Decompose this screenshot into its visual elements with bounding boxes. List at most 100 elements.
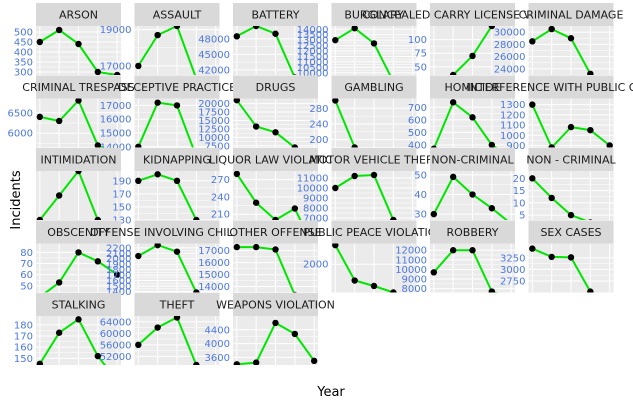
facet-label: INTERFERENCE WITH PUBLIC OFFICER bbox=[466, 81, 633, 94]
y-tick-label: 75 bbox=[414, 49, 427, 60]
data-point-2013 bbox=[449, 99, 457, 106]
series-line bbox=[334, 100, 356, 148]
facet-strip bbox=[430, 3, 515, 26]
y-tick-label: 56000 bbox=[100, 340, 132, 351]
data-point-2015 bbox=[94, 142, 102, 148]
y-tick-label: 1600 bbox=[106, 276, 131, 287]
data-point-2014 bbox=[469, 247, 476, 254]
data-point-2012 bbox=[135, 62, 142, 70]
data-point-2014 bbox=[469, 191, 476, 198]
data-point-2015 bbox=[390, 289, 397, 293]
facet-kidnapping: KIDNAPPING 130 150 170 190 bbox=[112, 148, 220, 227]
data-point-2013 bbox=[548, 144, 555, 148]
data-point-2014 bbox=[173, 316, 181, 321]
data-point-2014 bbox=[75, 249, 82, 256]
y-tick-label: 26000 bbox=[494, 52, 526, 63]
y-tick-label: 40 bbox=[414, 190, 427, 201]
facet-criminal-trespass: CRIMINAL TRESPASS 6000 6500 bbox=[8, 75, 135, 148]
y-tick-label: 2000 bbox=[303, 260, 328, 271]
y-tick-label: 10000 bbox=[198, 133, 230, 144]
y-tick-label: 80 bbox=[20, 248, 33, 259]
data-point-2014 bbox=[272, 319, 279, 327]
facet-strip bbox=[331, 148, 417, 171]
data-point-2012 bbox=[529, 38, 536, 45]
y-tick-label: 14000 bbox=[198, 282, 230, 293]
facet-strip bbox=[134, 220, 220, 244]
y-tick-label: 4000 bbox=[205, 339, 230, 350]
y-tick-label: 150 bbox=[112, 202, 131, 213]
facet-strip bbox=[430, 148, 515, 171]
data-point-2015 bbox=[292, 74, 297, 75]
data-point-2014 bbox=[173, 102, 181, 109]
facet-label: INTIMIDATION bbox=[41, 154, 117, 167]
y-tick-label: 15 bbox=[513, 186, 526, 197]
facet-strip bbox=[36, 3, 121, 26]
y-tick-label: 12000 bbox=[297, 47, 329, 58]
data-point-2015 bbox=[94, 258, 102, 265]
facet-strip bbox=[233, 75, 318, 99]
facet-label: BATTERY bbox=[251, 9, 299, 22]
data-point-2014 bbox=[173, 248, 181, 255]
facet-strip bbox=[331, 220, 417, 244]
y-tick-label: 24000 bbox=[494, 64, 526, 75]
data-point-2012 bbox=[332, 184, 339, 192]
y-tick-label: 500 bbox=[408, 128, 427, 139]
facet-strip bbox=[233, 293, 318, 316]
data-point-2015 bbox=[291, 205, 299, 212]
y-tick-label: 20000 bbox=[198, 99, 230, 110]
y-tick-label: 45000 bbox=[198, 50, 230, 61]
y-tick-label: 300 bbox=[14, 68, 33, 79]
y-tick-label: 50 bbox=[414, 62, 427, 73]
y-tick-label: 3600 bbox=[205, 353, 230, 364]
facet-strip bbox=[528, 148, 614, 171]
data-point-2012 bbox=[135, 341, 142, 349]
facet-label: GAMBLING bbox=[344, 81, 403, 94]
data-point-2013 bbox=[55, 279, 63, 286]
data-point-2013 bbox=[548, 253, 555, 261]
y-tick-label: 6500 bbox=[8, 108, 33, 119]
facet-strip bbox=[36, 220, 121, 244]
data-point-2013 bbox=[55, 26, 63, 34]
data-point-2013 bbox=[252, 359, 260, 365]
data-point-2016 bbox=[606, 142, 613, 148]
y-tick-label: 15000 bbox=[198, 116, 230, 127]
data-point-2015 bbox=[94, 68, 102, 75]
data-point-2016 bbox=[508, 295, 514, 301]
y-tick-label: 12500 bbox=[198, 124, 230, 135]
data-point-2013 bbox=[252, 26, 260, 30]
data-point-2014 bbox=[469, 52, 476, 60]
data-point-2014 bbox=[75, 171, 82, 175]
data-point-2013 bbox=[252, 123, 260, 130]
y-tick-label: 3000 bbox=[500, 265, 525, 276]
data-point-2013 bbox=[154, 171, 161, 178]
data-point-2014 bbox=[567, 123, 575, 131]
y-tick-label: 10500 bbox=[297, 63, 329, 74]
facet-gambling: GAMBLING 200 240 280 bbox=[309, 75, 417, 148]
facet-label: NON - CRIMINAL bbox=[526, 154, 616, 167]
data-point-2014 bbox=[567, 35, 575, 42]
data-point-2014 bbox=[370, 282, 378, 290]
data-point-2016 bbox=[606, 299, 612, 305]
data-point-2012 bbox=[430, 269, 438, 276]
data-point-2012 bbox=[529, 101, 536, 108]
data-point-2015 bbox=[94, 216, 102, 220]
data-point-2012 bbox=[36, 38, 44, 46]
facet-burglary: BURGLARY 10000105001100011500120001250013… bbox=[297, 3, 417, 79]
data-point-2013 bbox=[55, 329, 63, 336]
data-point-2014 bbox=[75, 40, 82, 48]
x-axis-title: Year bbox=[316, 385, 345, 400]
facet-label: DECEPTIVE PRACTICE bbox=[118, 81, 236, 94]
data-point-2014 bbox=[272, 246, 279, 253]
y-tick-label: 4400 bbox=[205, 325, 230, 336]
data-point-2014 bbox=[370, 171, 378, 179]
data-point-2013 bbox=[449, 71, 457, 75]
y-tick-label: 1000 bbox=[500, 131, 525, 142]
facet-motor-vehicle-theft: MOTOR VEHICLE THEFT 700080009000100001100… bbox=[297, 148, 439, 225]
y-tick-label: 400 bbox=[14, 48, 33, 59]
series-line bbox=[137, 26, 197, 75]
facet-strip bbox=[134, 75, 220, 99]
y-tick-label: 60000 bbox=[100, 329, 132, 340]
